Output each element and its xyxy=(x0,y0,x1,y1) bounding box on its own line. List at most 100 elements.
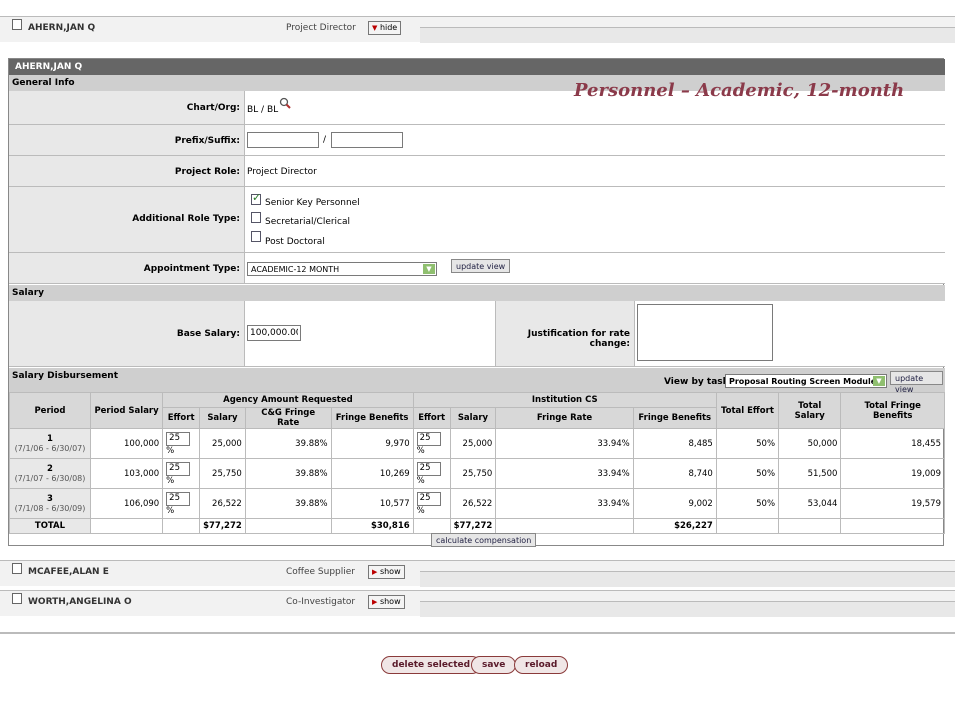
table-row: 2 (7/1/07 - 6/30/08) 103,000 25 % 25,750 … xyxy=(9,458,945,489)
role-label-senior: Senior Key Personnel xyxy=(265,198,360,208)
role-label-postdoc: Post Doctoral xyxy=(265,237,325,247)
agency-fringe-cell: 10,269 xyxy=(330,458,414,489)
suffix-input[interactable] xyxy=(331,132,403,148)
secretarial-clerical-checkbox[interactable] xyxy=(251,212,261,223)
total-salary-cell: 50,000 xyxy=(778,428,842,459)
period-salary-cell: 103,000 xyxy=(89,458,164,489)
person-select-checkbox[interactable] xyxy=(12,593,22,604)
prefix-input[interactable] xyxy=(247,132,319,148)
salary-header: Salary xyxy=(9,285,945,301)
base-salary-label: Base Salary: xyxy=(9,301,245,366)
show-button[interactable]: ▶ show xyxy=(368,595,405,609)
agency-effort-input[interactable]: 25 xyxy=(166,461,191,476)
total-agency-salary: $77,272 xyxy=(199,518,246,534)
chevron-down-icon: ▼ xyxy=(423,264,435,274)
table-group-header-row: Period Period Salary Agency Amount Reque… xyxy=(9,392,945,429)
chart-org-row: Chart/Org: BL / BL xyxy=(9,91,945,125)
agency-effort-cell: 25 % xyxy=(162,428,201,459)
appointment-type-label: Appointment Type: xyxy=(9,253,245,283)
total-inst-salary: $77,272 xyxy=(449,518,497,534)
post-doctoral-checkbox[interactable] xyxy=(251,231,261,242)
group-institution: Institution CS xyxy=(412,392,717,408)
agency-salary-cell: 25,750 xyxy=(199,458,246,489)
salary-disbursement-table: Period Period Salary Agency Amount Reque… xyxy=(9,392,945,534)
inst-rate-cell: 33.94% xyxy=(495,458,634,489)
inst-fringe-cell: 9,002 xyxy=(632,488,717,519)
triangle-right-icon: ▶ xyxy=(372,598,378,606)
agency-salary-cell: 26,522 xyxy=(199,488,246,519)
agency-effort-input[interactable]: 25 xyxy=(166,491,191,506)
section-title: AHERN,JAN Q xyxy=(9,59,945,75)
inst-effort-input[interactable]: 25 xyxy=(416,461,441,476)
col-period: Period xyxy=(9,392,91,429)
triangle-down-icon: ▼ xyxy=(372,24,378,32)
justification-label: Justification for rate change: xyxy=(495,301,635,366)
inst-effort-cell: 25 % xyxy=(412,428,451,459)
appointment-type-row: Appointment Type: ACADEMIC-12 MONTH ▼ up… xyxy=(9,253,945,284)
view-by-task-label: View by task: xyxy=(664,377,733,387)
person-name: MCAFEE,ALAN E xyxy=(28,567,109,577)
senior-key-personnel-checkbox[interactable]: ✓ xyxy=(251,191,262,205)
overlay-title: Personnel – Academic, 12-month xyxy=(574,80,905,101)
cg-rate-cell: 39.88% xyxy=(244,488,332,519)
lookup-icon[interactable] xyxy=(279,97,291,112)
chart-org-label: Chart/Org: xyxy=(9,91,245,124)
table-row: 1 (7/1/06 - 6/30/07) 100,000 25 % 25,000 … xyxy=(9,428,945,459)
agency-fringe-cell: 10,577 xyxy=(330,488,414,519)
tab-divider xyxy=(420,27,955,43)
person-role: Co-Investigator xyxy=(286,597,356,607)
delete-selected-button[interactable]: delete selected xyxy=(381,656,482,674)
inst-rate-cell: 33.94% xyxy=(495,488,634,519)
total-effort-cell: 50% xyxy=(715,428,780,459)
person-tab-header: WORTH,ANGELINA O Co-Investigator ▶ show xyxy=(0,590,955,617)
appointment-type-select[interactable]: ACADEMIC-12 MONTH ▼ xyxy=(247,262,437,276)
inst-effort-input[interactable]: 25 xyxy=(416,431,441,446)
col-inst-salary: Salary xyxy=(449,407,497,429)
view-by-task-select[interactable]: Proposal Routing Screen Module ▼ xyxy=(725,374,887,388)
cg-rate-cell: 39.88% xyxy=(244,458,332,489)
base-salary-input[interactable] xyxy=(247,325,301,341)
project-role-label: Project Role: xyxy=(9,156,245,186)
reload-button[interactable]: reload xyxy=(514,656,569,674)
general-info-header: General Info xyxy=(9,75,945,91)
period-cell: 3 (7/1/08 - 6/30/09) xyxy=(9,488,91,519)
role-label-secretarial: Secretarial/Clerical xyxy=(265,217,351,227)
inst-effort-cell: 25 % xyxy=(412,458,451,489)
project-role-row: Project Role: Project Director xyxy=(9,156,945,187)
agency-effort-cell: 25 % xyxy=(162,488,201,519)
total-fringe-cell: 18,455 xyxy=(840,428,945,459)
total-fringe-cell: 19,009 xyxy=(840,458,945,489)
table-row: 3 (7/1/08 - 6/30/09) 106,090 25 % 26,522 … xyxy=(9,488,945,519)
prefix-separator: / xyxy=(323,135,327,145)
update-view-button[interactable]: update view xyxy=(890,371,943,394)
additional-role-label: Additional Role Type: xyxy=(9,187,245,252)
person-name: WORTH,ANGELINA O xyxy=(28,597,132,607)
total-label: TOTAL xyxy=(9,518,91,534)
inst-effort-input[interactable]: 25 xyxy=(416,491,441,506)
person-select-checkbox[interactable] xyxy=(12,563,22,574)
show-button[interactable]: ▶ show xyxy=(368,565,405,579)
triangle-right-icon: ▶ xyxy=(372,568,378,576)
col-total-fringe: Total Fringe Benefits xyxy=(840,392,945,429)
period-salary-cell: 100,000 xyxy=(89,428,164,459)
total-effort-cell: 50% xyxy=(715,488,780,519)
period-cell: 2 (7/1/07 - 6/30/08) xyxy=(9,458,91,489)
save-button[interactable]: save xyxy=(471,656,517,674)
project-role-value: Project Director xyxy=(247,167,317,177)
check-icon: ✓ xyxy=(252,191,262,204)
total-salary-cell: 53,044 xyxy=(778,488,842,519)
calculate-compensation-button[interactable]: calculate compensation xyxy=(431,533,537,547)
person-select-checkbox[interactable] xyxy=(12,19,22,30)
hide-button[interactable]: ▼ hide xyxy=(368,21,402,35)
justification-textarea[interactable] xyxy=(637,304,773,361)
inst-effort-cell: 25 % xyxy=(412,488,451,519)
agency-effort-input[interactable]: 25 xyxy=(166,431,191,446)
agency-fringe-cell: 9,970 xyxy=(330,428,414,459)
col-total-effort: Total Effort xyxy=(715,392,780,429)
update-view-button[interactable]: update view xyxy=(451,259,511,273)
col-agency-salary: Salary xyxy=(199,407,246,429)
person-name: AHERN,JAN Q xyxy=(28,23,96,33)
tab-divider xyxy=(420,571,955,587)
col-inst-effort: Effort xyxy=(412,407,451,429)
prefix-suffix-label: Prefix/Suffix: xyxy=(9,125,245,155)
